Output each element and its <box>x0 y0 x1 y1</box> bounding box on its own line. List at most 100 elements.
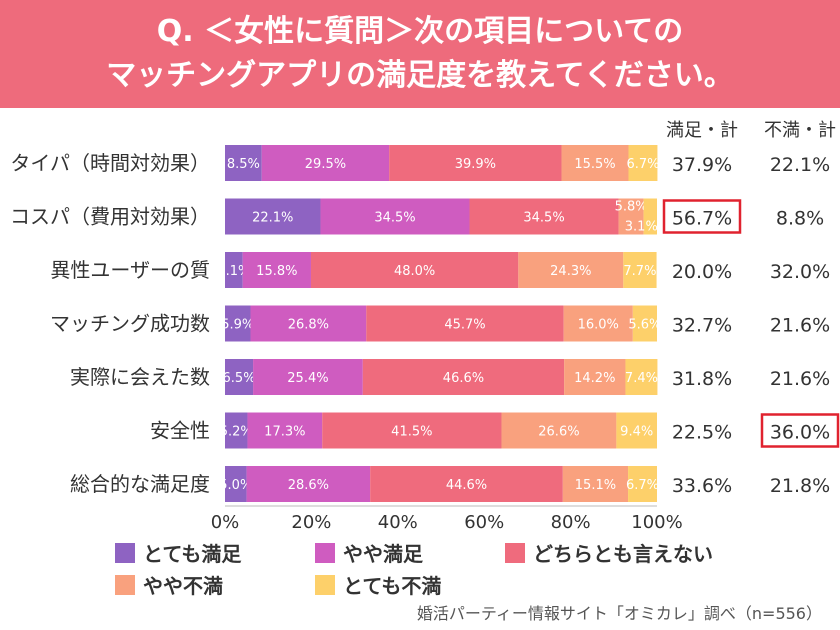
bar-segment <box>225 252 243 288</box>
chart-title-banner: Q. ＜女性に質問＞次の項目についての マッチングアプリの満足度を教えてください… <box>0 0 840 108</box>
legend-label: やや不満 <box>143 574 223 598</box>
data-label: 34.5% <box>374 211 415 226</box>
data-label: 4.1% <box>217 264 250 279</box>
data-label: 25.4% <box>287 371 328 386</box>
satisfied-total-value: 20.0% <box>672 261 732 283</box>
bar-segment <box>225 466 247 502</box>
legend-swatch <box>315 542 335 563</box>
bar-segment <box>389 145 562 181</box>
data-label: 8.5% <box>227 157 260 172</box>
dissatisfied-total-value: 8.8% <box>776 208 824 230</box>
x-tick-label: 20% <box>291 512 331 533</box>
bar-segment <box>310 252 519 288</box>
bar-segment <box>247 412 323 449</box>
legend-swatch <box>115 542 135 563</box>
data-label: 5.0% <box>219 478 252 493</box>
dissatisfied-total-value: 22.1% <box>770 154 830 176</box>
legend-item: やや満足 <box>315 538 423 567</box>
bar-segment <box>643 198 657 235</box>
bar-segment <box>632 305 657 342</box>
bar-segment <box>242 252 311 288</box>
bar-segment <box>469 198 619 235</box>
bar-segment <box>625 359 658 395</box>
data-label: 16.0% <box>578 318 619 333</box>
legend-swatch <box>505 542 525 563</box>
x-tick-label: 60% <box>464 512 504 533</box>
data-label: 17.3% <box>264 425 305 440</box>
bar-segment <box>225 305 251 342</box>
data-label: 6.5% <box>223 371 256 386</box>
x-tick-label: 80% <box>551 512 591 533</box>
source-note: 婚活パーティー情報サイト「オミカレ」調べ（n=556） <box>416 604 822 623</box>
data-label: 6.7% <box>626 478 659 493</box>
x-tick-label: 0% <box>211 512 240 533</box>
bar-segment <box>225 359 254 395</box>
bar-segment <box>253 359 363 395</box>
bar-segment <box>623 252 657 288</box>
bar-segment <box>250 305 367 342</box>
chart-title-line-1: Q. ＜女性に質問＞次の項目についての <box>156 14 684 49</box>
data-label: 5.6% <box>628 318 661 333</box>
bar-segment <box>261 145 390 181</box>
data-label: 48.0% <box>394 264 435 279</box>
chart-legend: とても満足 やや満足 どちらとも言えない やや不満 とても不満 <box>115 538 815 598</box>
data-label: 5.8% <box>615 200 648 215</box>
data-label: 26.8% <box>288 318 329 333</box>
legend-item: どちらとも言えない <box>505 538 713 567</box>
bar-segment <box>322 412 502 449</box>
bar-segment <box>362 359 565 395</box>
bar-segment <box>562 466 629 502</box>
bar-segment <box>616 412 657 449</box>
satisfied-total-value: 31.8% <box>672 368 732 390</box>
data-label: 7.4% <box>625 371 658 386</box>
bar-segment <box>564 359 626 395</box>
bar-segment <box>628 466 657 502</box>
category-label: 異性ユーザーの質 <box>50 258 210 282</box>
data-label: 41.5% <box>391 425 432 440</box>
bar-segment <box>370 466 563 502</box>
data-label: 46.6% <box>443 371 484 386</box>
x-tick-label: 40% <box>378 512 418 533</box>
category-label: マッチング成功数 <box>50 312 210 336</box>
data-label: 9.4% <box>620 425 653 440</box>
data-label: 22.1% <box>252 211 293 226</box>
bar-segment <box>563 305 633 342</box>
legend-swatch <box>115 574 135 595</box>
bar-segment <box>628 145 658 181</box>
legend-item: やや不満 <box>115 570 223 599</box>
data-label: 15.5% <box>574 157 615 172</box>
satisfied-total-value: 33.6% <box>672 475 732 497</box>
bar-segment <box>618 198 644 235</box>
x-tick-label: 100% <box>631 512 682 533</box>
data-label: 29.5% <box>305 157 346 172</box>
data-label: 7.7% <box>623 264 656 279</box>
data-label: 6.7% <box>626 157 659 172</box>
legend-label: どちらとも言えない <box>533 542 713 566</box>
bar-segment <box>518 252 624 288</box>
satisfied-total-value: 37.9% <box>672 154 732 176</box>
bar-segment <box>366 305 564 342</box>
bar-segment <box>225 412 248 449</box>
data-label: 3.1% <box>625 220 658 235</box>
bar-segment <box>501 412 617 449</box>
legend-swatch <box>315 574 335 595</box>
satisfied-total-value: 22.5% <box>672 422 732 444</box>
data-label: 24.3% <box>550 264 591 279</box>
chart-title-line-2: マッチングアプリの満足度を教えてください。 <box>106 58 734 93</box>
data-label: 5.2% <box>220 425 253 440</box>
category-label: コスパ（費用対効果） <box>10 205 210 229</box>
dissatisfied-total-value: 36.0% <box>770 422 830 444</box>
dissatisfied-total-value: 21.8% <box>770 475 830 497</box>
legend-label: とても満足 <box>143 542 242 566</box>
legend-label: やや満足 <box>343 542 423 566</box>
bar-segment <box>225 145 262 181</box>
dissatisfied-total-value: 32.0% <box>770 261 830 283</box>
data-label: 39.9% <box>455 157 496 172</box>
category-label: 総合的な満足度 <box>70 472 210 496</box>
highlight-box <box>662 199 742 234</box>
category-label: 安全性 <box>150 419 210 443</box>
data-label: 26.6% <box>538 425 579 440</box>
data-label: 14.2% <box>574 371 615 386</box>
summary-header-dissatisfied: 不満・計 <box>764 120 836 141</box>
